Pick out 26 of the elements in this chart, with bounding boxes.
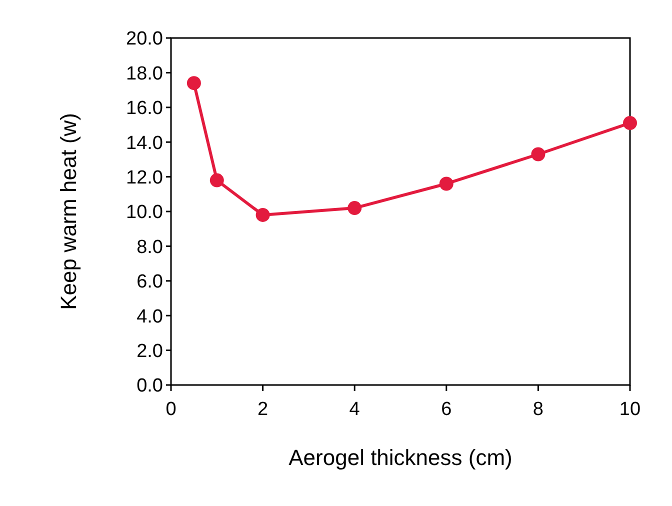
y-tick-label: 2.0: [136, 340, 163, 362]
point: [623, 116, 637, 130]
y-tick-label: 12.0: [126, 167, 163, 188]
x-tick-label: 10: [619, 399, 641, 420]
point: [256, 208, 270, 222]
y-tick-label: 16.0: [126, 98, 163, 120]
point: [531, 147, 546, 162]
point: [439, 176, 454, 191]
y-axis-title: Keep warm heat (w): [56, 113, 81, 310]
y-tick-label: 4.0: [136, 306, 163, 328]
point: [210, 173, 224, 188]
y-tick-label: 0.0: [136, 376, 163, 397]
x-tick-label: 4: [349, 399, 360, 420]
y-tick-label: 10.0: [126, 202, 163, 224]
y-tick-label: 8.0: [136, 236, 163, 258]
x-tick-label: 8: [532, 399, 544, 420]
x-tick-label: 0: [166, 399, 176, 420]
x-tick-label: 6: [441, 399, 452, 420]
y-tick-label: 20.0: [126, 28, 163, 50]
x-axis-title: Aerogel thickness (cm): [288, 445, 512, 470]
y-tick-label: 18.0: [126, 63, 163, 84]
y-tick-label: 14.0: [126, 132, 163, 154]
point: [348, 201, 362, 216]
x-tick-label: 2: [258, 399, 268, 420]
point: [186, 76, 201, 90]
y-tick-label: 6.0: [136, 272, 163, 293]
